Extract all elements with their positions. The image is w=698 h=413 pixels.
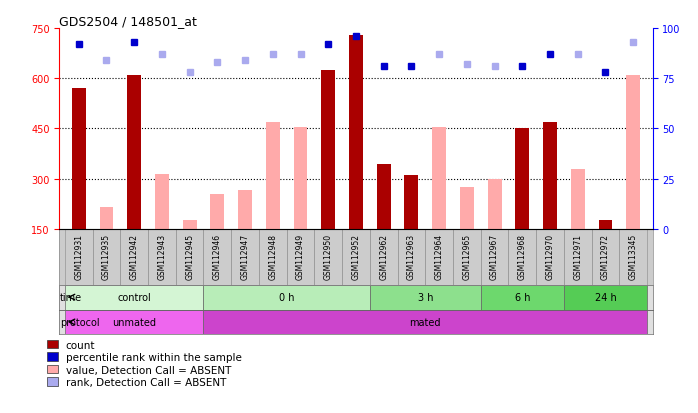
Text: GSM112962: GSM112962 [379,234,388,280]
Bar [93,229,120,285]
Bar [342,229,370,285]
Bar [100,207,113,229]
Text: GSM112945: GSM112945 [185,234,194,280]
Bar [377,164,391,229]
Text: GSM112964: GSM112964 [435,234,444,280]
Bar [425,229,453,285]
Bar [481,285,564,310]
Bar [370,229,398,285]
Text: GSM112942: GSM112942 [130,234,139,280]
Bar [287,229,314,285]
Bar [266,122,280,229]
Bar [453,229,481,285]
Bar [204,310,647,335]
Text: GSM112971: GSM112971 [573,234,582,280]
Text: 24 h: 24 h [595,292,616,302]
Bar [210,194,224,229]
Text: GSM112965: GSM112965 [462,234,471,280]
Bar [65,229,93,285]
Text: mated: mated [410,317,441,327]
Bar [204,285,370,310]
Bar [204,229,231,285]
Text: GSM113345: GSM113345 [629,234,638,280]
Text: GSM112946: GSM112946 [213,234,222,280]
Bar [599,221,612,229]
Bar [398,229,425,285]
Text: 3 h: 3 h [417,292,433,302]
Bar [571,169,585,229]
Bar [294,127,307,229]
Bar [65,310,204,335]
Text: GSM112972: GSM112972 [601,234,610,280]
Text: GSM112967: GSM112967 [490,234,499,280]
Text: GSM112970: GSM112970 [546,234,554,280]
Text: unmated: unmated [112,317,156,327]
Bar [127,76,141,229]
Bar [460,188,474,229]
Bar [148,229,176,285]
Bar [72,89,86,229]
Bar [120,229,148,285]
Text: GSM112948: GSM112948 [268,234,277,280]
Bar [176,229,204,285]
Text: 0 h: 0 h [279,292,295,302]
Text: time: time [60,292,82,302]
Bar [183,221,197,229]
Bar [314,229,342,285]
Bar [238,191,252,229]
Text: 6 h: 6 h [514,292,530,302]
Bar [259,229,287,285]
Text: GSM112950: GSM112950 [324,234,333,280]
Bar [508,229,536,285]
Bar [515,129,529,229]
Bar [592,229,619,285]
Text: GSM112952: GSM112952 [352,234,360,280]
Bar [231,229,259,285]
Bar [432,127,446,229]
Bar [536,229,564,285]
Text: GSM112935: GSM112935 [102,234,111,280]
Bar [321,71,335,229]
Bar [619,229,647,285]
Bar [155,174,169,229]
Text: GSM112968: GSM112968 [518,234,527,280]
Text: protocol: protocol [60,317,100,327]
Text: GSM112949: GSM112949 [296,234,305,280]
Bar [349,36,363,229]
Bar [564,229,592,285]
Text: GSM112963: GSM112963 [407,234,416,280]
Legend: count, percentile rank within the sample, value, Detection Call = ABSENT, rank, : count, percentile rank within the sample… [47,340,242,387]
Text: GDS2504 / 148501_at: GDS2504 / 148501_at [59,15,198,28]
Text: GSM112931: GSM112931 [74,234,83,280]
Text: GSM112943: GSM112943 [158,234,166,280]
Bar [626,76,640,229]
Bar [405,176,418,229]
Bar [65,285,204,310]
Bar [370,285,481,310]
Bar [543,122,557,229]
Bar [488,179,502,229]
Text: control: control [117,292,151,302]
Bar [481,229,508,285]
Bar [564,285,647,310]
Text: GSM112947: GSM112947 [241,234,250,280]
